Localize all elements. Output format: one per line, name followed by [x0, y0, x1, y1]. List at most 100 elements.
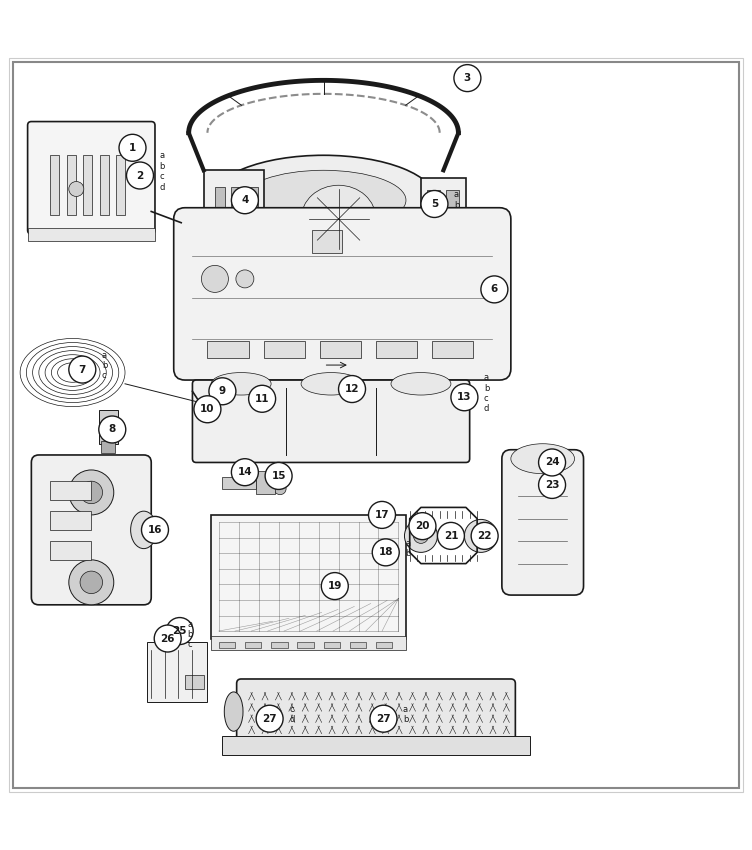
Bar [223, 736, 529, 755]
Circle shape [99, 416, 126, 443]
Circle shape [372, 539, 399, 566]
Circle shape [451, 384, 478, 411]
Bar [185, 675, 204, 688]
Circle shape [274, 483, 286, 495]
Circle shape [69, 182, 83, 196]
Bar [245, 642, 262, 648]
Bar [223, 478, 256, 489]
Bar [211, 637, 406, 649]
Text: 10: 10 [200, 405, 214, 414]
Circle shape [538, 449, 566, 476]
Text: a
b
c: a b c [102, 350, 107, 381]
Bar [50, 156, 59, 215]
Circle shape [454, 65, 481, 92]
Text: 4: 4 [241, 196, 249, 205]
Bar [99, 410, 117, 444]
Text: a
b: a b [405, 539, 411, 558]
Text: 27: 27 [376, 714, 391, 723]
Text: 24: 24 [544, 457, 559, 468]
Circle shape [438, 523, 465, 549]
Text: a
b: a b [403, 705, 408, 724]
Bar [208, 341, 249, 358]
Ellipse shape [131, 511, 157, 548]
Text: 3: 3 [464, 73, 471, 83]
Text: 13: 13 [457, 393, 472, 402]
Bar [323, 642, 340, 648]
Bar [116, 156, 125, 215]
FancyBboxPatch shape [237, 679, 515, 744]
Circle shape [405, 519, 438, 552]
FancyBboxPatch shape [502, 450, 584, 595]
Text: a
b
c
d: a b c d [484, 373, 490, 413]
Ellipse shape [224, 692, 243, 731]
Bar [421, 178, 466, 223]
Text: 26: 26 [160, 633, 175, 643]
Ellipse shape [391, 372, 451, 395]
Bar [204, 170, 264, 223]
Text: 16: 16 [147, 525, 162, 535]
Bar [67, 156, 75, 215]
Circle shape [256, 706, 283, 732]
Circle shape [126, 162, 153, 189]
Circle shape [141, 517, 168, 543]
Bar [101, 441, 115, 453]
Text: 8: 8 [108, 424, 116, 434]
Text: 20: 20 [415, 521, 429, 531]
Ellipse shape [511, 444, 575, 473]
Circle shape [421, 190, 448, 218]
FancyBboxPatch shape [193, 380, 470, 462]
Circle shape [119, 134, 146, 162]
Text: 9: 9 [219, 386, 226, 396]
Text: 23: 23 [544, 480, 559, 490]
Ellipse shape [241, 170, 406, 230]
Text: a
b: a b [454, 190, 459, 210]
Circle shape [265, 462, 292, 490]
Bar [297, 642, 314, 648]
Circle shape [232, 187, 259, 213]
Text: 25: 25 [172, 626, 187, 636]
Bar [147, 643, 208, 702]
Bar [215, 187, 226, 217]
FancyBboxPatch shape [28, 122, 155, 234]
Bar [248, 187, 259, 217]
Circle shape [538, 472, 566, 498]
Text: 27: 27 [262, 714, 277, 723]
Ellipse shape [301, 372, 361, 395]
Bar [320, 341, 361, 358]
Circle shape [69, 470, 114, 515]
Bar [432, 341, 474, 358]
Text: a
b
c
d: a b c d [159, 151, 165, 191]
Text: 1: 1 [129, 143, 136, 153]
Text: 22: 22 [478, 531, 492, 541]
Bar [312, 230, 342, 252]
Ellipse shape [211, 372, 271, 395]
Circle shape [69, 560, 114, 605]
Bar [28, 228, 155, 241]
Bar [219, 642, 235, 648]
Text: 2: 2 [136, 171, 144, 180]
Bar [427, 190, 441, 217]
Circle shape [321, 573, 348, 599]
Bar [376, 341, 417, 358]
Circle shape [232, 459, 259, 485]
Text: 5: 5 [431, 199, 438, 209]
Bar [376, 642, 393, 648]
Circle shape [69, 356, 96, 383]
FancyBboxPatch shape [174, 207, 511, 380]
Circle shape [209, 377, 236, 405]
Text: 14: 14 [238, 468, 252, 477]
Circle shape [465, 519, 497, 552]
Bar [211, 515, 406, 638]
Bar [446, 190, 459, 217]
Circle shape [194, 396, 221, 422]
Bar [50, 511, 91, 530]
Circle shape [481, 276, 508, 303]
Text: 11: 11 [255, 394, 269, 404]
Circle shape [368, 502, 396, 529]
Circle shape [414, 529, 429, 543]
Circle shape [166, 618, 193, 644]
Circle shape [236, 270, 254, 288]
Text: 7: 7 [79, 365, 86, 375]
Bar [50, 481, 91, 500]
FancyBboxPatch shape [32, 455, 151, 605]
